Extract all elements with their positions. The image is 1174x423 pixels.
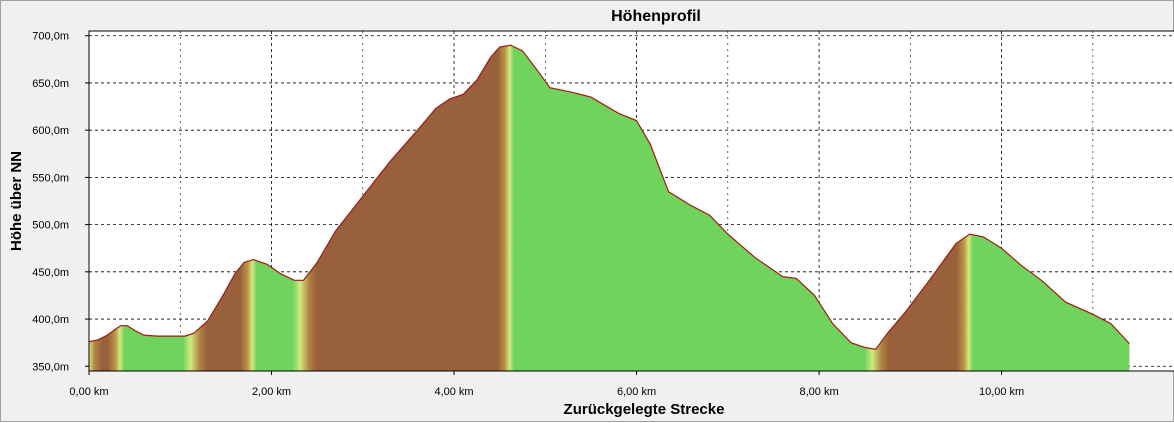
y-axis-label: Höhe über NN	[8, 151, 25, 251]
x-tick-label-2: 4,00 km	[434, 386, 473, 398]
chart-title: Höhenprofil	[611, 8, 701, 25]
y-tick-label-2: 450,0m	[32, 267, 69, 279]
x-tick-labels: 0,00 km 2,00 km 4,00 km 6,00 km 8,00 km 10,00…	[69, 371, 1024, 398]
profile-line	[89, 44, 1130, 350]
x-tick-label-0: 0,00 km	[69, 386, 108, 398]
y-tick-label-5: 600,0m	[32, 125, 69, 137]
y-tick-label-7: 700,0m	[32, 31, 69, 43]
x-tick-label-1: 2,00 km	[252, 386, 291, 398]
x-tick-label-3: 6,00 km	[617, 386, 656, 398]
y-tick-label-6: 650,0m	[32, 78, 69, 90]
x-tick-label-4: 8,00 km	[800, 386, 839, 398]
y-tick-label-3: 500,0m	[32, 220, 69, 232]
y-tick-labels: 350,0m 400,0m 450,0m 500,0m 550,0m 600,0m 650,…	[32, 31, 89, 373]
axes	[88, 31, 1174, 372]
x-axis-label: Zurückgelegte Strecke	[564, 401, 725, 418]
y-tick-label-1: 400,0m	[32, 314, 69, 326]
y-tick-label-0: 350,0m	[32, 361, 69, 373]
y-tick-label-4: 550,0m	[32, 172, 69, 184]
x-tick-label-5: 10,00 km	[979, 386, 1024, 398]
